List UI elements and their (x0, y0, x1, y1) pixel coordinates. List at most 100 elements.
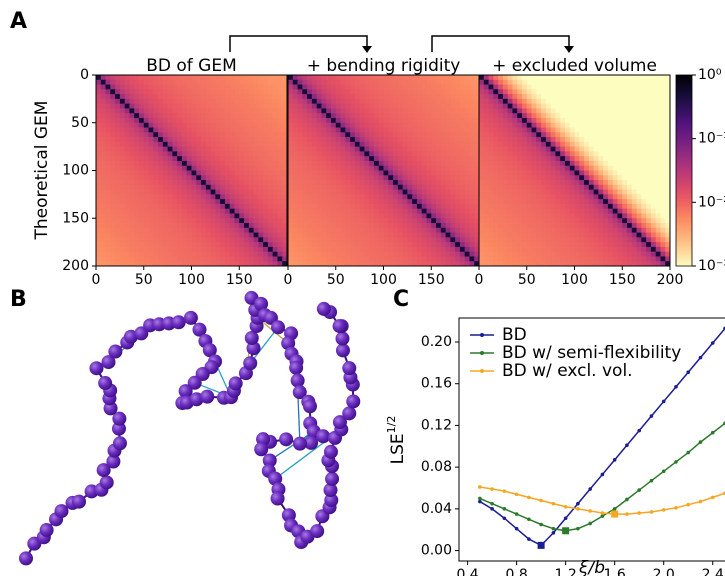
heatmap-cell (450, 223, 455, 228)
heatmap-cell (469, 118, 474, 123)
heatmap-cell (258, 209, 263, 214)
heatmap-cell (96, 132, 101, 137)
heatmap-cell (589, 85, 594, 90)
heatmap-cell (436, 142, 441, 147)
heatmap-cell (565, 204, 570, 209)
heatmap-cell (575, 142, 580, 147)
heatmap-cell (527, 99, 532, 104)
heatmap-cell (512, 223, 517, 228)
heatmap-cell (153, 108, 158, 113)
heatmap-cell (341, 166, 346, 171)
heatmap-cell (450, 180, 455, 185)
heatmap-cell (239, 161, 244, 166)
heatmap-cell (187, 247, 192, 252)
heatmap-cell (201, 185, 206, 190)
heatmap-cell (560, 142, 565, 147)
heatmap-cell (201, 142, 206, 147)
heatmap-cell (641, 223, 646, 228)
heatmap-cell (298, 237, 303, 242)
heatmap-cell (589, 242, 594, 247)
heatmap-cell (422, 99, 427, 104)
heatmap-cell (560, 204, 565, 209)
heatmap-cell (579, 99, 584, 104)
heatmap-cell (489, 247, 494, 252)
heatmap-cell (603, 147, 608, 152)
heatmap-cell (546, 161, 551, 166)
heatmap-cell (244, 104, 249, 109)
heatmap-cell (350, 151, 355, 156)
heatmap-cell (384, 223, 389, 228)
heatmap-cell (298, 166, 303, 171)
heatmap-cell (268, 128, 273, 133)
heatmap-cell (426, 113, 431, 118)
heatmap-cell (450, 228, 455, 233)
heatmap-cell (244, 190, 249, 195)
heatmap-cell (120, 252, 125, 257)
heatmap-cell (460, 247, 465, 252)
heatmap-cell (660, 104, 665, 109)
heatmap-cell (192, 252, 197, 257)
heatmap-cell (182, 80, 187, 85)
heatmap-cell (345, 85, 350, 90)
heatmap-cell (613, 233, 618, 238)
heatmap-cell (268, 213, 273, 218)
heatmap-cell (172, 85, 177, 90)
heatmap-cell (139, 223, 144, 228)
heatmap-cell (360, 85, 365, 90)
heatmap-cell (503, 185, 508, 190)
heatmap-cell (106, 104, 111, 109)
heatmap-cell (206, 161, 211, 166)
heatmap-cell (110, 204, 115, 209)
heatmap-cell (254, 218, 259, 223)
heatmap-cell (551, 228, 556, 233)
heatmap-cell (153, 171, 158, 176)
heatmap-cell (417, 237, 422, 242)
heatmap-cell (134, 175, 139, 180)
heatmap-cell (163, 218, 168, 223)
heatmap-cell (441, 151, 446, 156)
heatmap-cell (101, 123, 106, 128)
heatmap-cell (417, 132, 422, 137)
heatmap-cell (641, 147, 646, 152)
heatmap-cell (536, 233, 541, 238)
heatmap-cell (129, 171, 134, 176)
heatmap-cell (201, 108, 206, 113)
heatmap-cell (263, 80, 268, 85)
heatmap-cell (172, 247, 177, 252)
heatmap-cell (355, 147, 360, 152)
heatmap-cell (460, 156, 465, 161)
heatmap-cell (532, 137, 537, 142)
heatmap-cell (617, 223, 622, 228)
heatmap-cell (350, 132, 355, 137)
heatmap-cell (268, 218, 273, 223)
heatmap-cell (317, 166, 322, 171)
heatmap-cell (460, 218, 465, 223)
heatmap-cell (570, 99, 575, 104)
heatmap-cell (555, 175, 560, 180)
heatmap-cell (651, 99, 656, 104)
heatmap-cell (546, 218, 551, 223)
heatmap-cell (393, 218, 398, 223)
heatmap-cell (211, 190, 216, 195)
heatmap-cell (101, 142, 106, 147)
heatmap-cell (163, 199, 168, 204)
heatmap-cell (465, 190, 470, 195)
heatmap-cell (603, 237, 608, 242)
heatmap-cell (163, 213, 168, 218)
heatmap-cell (431, 123, 436, 128)
heatmap-cell (125, 185, 130, 190)
heatmap-cell (627, 199, 632, 204)
heatmap-cell (403, 233, 408, 238)
heatmap-cell (594, 89, 599, 94)
heatmap-cell (422, 113, 427, 118)
heatmap-cell (258, 199, 263, 204)
heatmap-cell (617, 89, 622, 94)
heatmap-cell (622, 156, 627, 161)
heatmap-cell (598, 85, 603, 90)
heatmap-cell (512, 118, 517, 123)
panel-label: C (393, 287, 409, 312)
heatmap-cell (527, 123, 532, 128)
heatmap-cell (565, 123, 570, 128)
heatmap-cell (412, 213, 417, 218)
heatmap-cell (489, 256, 494, 261)
